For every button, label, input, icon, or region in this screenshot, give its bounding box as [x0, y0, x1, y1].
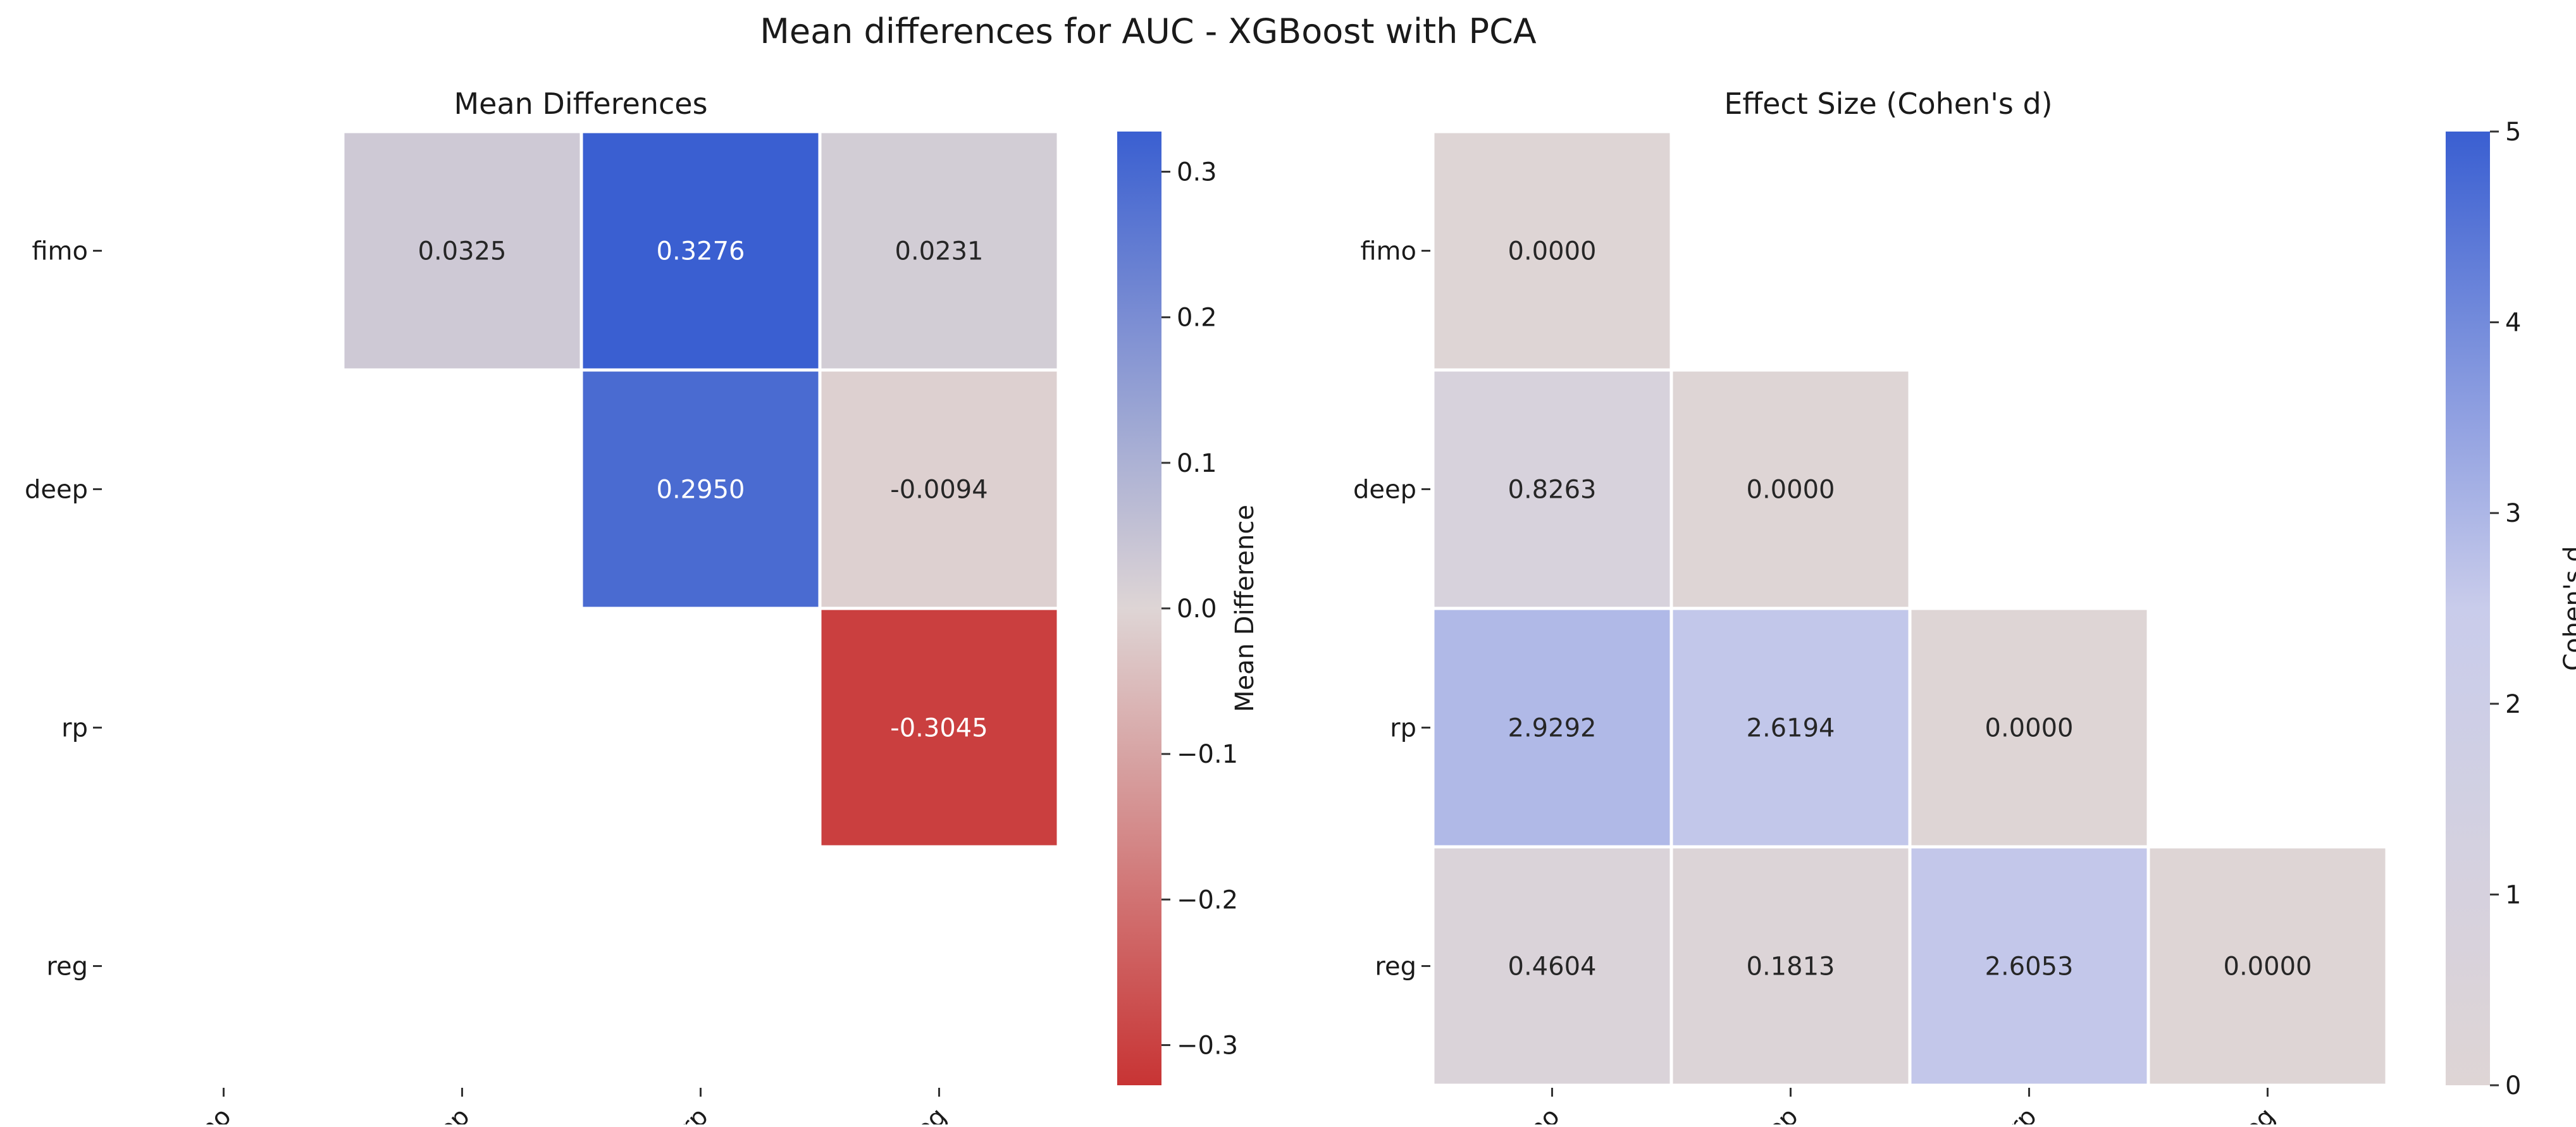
row-tick-label: rp	[61, 714, 88, 743]
col-tick-label: rp	[674, 1102, 714, 1124]
row-tick-label: deep	[1353, 476, 1416, 505]
colorbar-tick-label: −0.3	[1177, 1031, 1238, 1060]
colorbar-tick-label: −0.1	[1177, 740, 1238, 769]
colorbar-tick-label: 0.0	[1177, 594, 1217, 624]
subplot-title: Effect Size (Cohen's d)	[1724, 87, 2052, 121]
col-tick-label: fimo	[176, 1102, 237, 1124]
cell-label: 0.4604	[1508, 952, 1597, 982]
cell-label: 0.0000	[2224, 952, 2312, 982]
colorbar-tick-label: 4	[2505, 309, 2521, 338]
row-tick-label: rp	[1390, 714, 1416, 743]
cell-label: -0.3045	[890, 714, 988, 743]
heatmap-cell	[1669, 607, 1912, 849]
col-tick-label: deep	[410, 1102, 475, 1124]
cell-label: 2.6194	[1747, 714, 1835, 743]
heatmap-cell	[818, 368, 1060, 610]
heatmap-cell	[2146, 845, 2389, 1087]
heatmap-cell	[1908, 607, 2150, 849]
colorbar	[2446, 132, 2490, 1085]
row-tick-label: reg	[1375, 952, 1416, 982]
heatmap-1: Mean Differences 0.0325 0.3276 0.0231 0.2950…	[25, 87, 1260, 1127]
col-tick-label: reg	[903, 1102, 953, 1124]
colorbar-tick-label: 0	[2505, 1071, 2521, 1100]
col-tick-label: rp	[2003, 1102, 2042, 1124]
figure-title: Mean differences for AUC - XGBoost with …	[760, 11, 1537, 51]
subplot-title: Mean Differences	[454, 87, 707, 121]
heatmap-cell	[579, 130, 822, 372]
heatmap-cell	[1431, 368, 1673, 610]
colorbar-label: Mean Difference	[1230, 505, 1260, 712]
colorbar-tick-label: −0.2	[1177, 885, 1238, 915]
heatmap-cell	[818, 130, 1060, 372]
cell-label: 0.1813	[1747, 952, 1835, 982]
heatmap-cell	[1669, 368, 1912, 610]
cell-label: 0.2950	[657, 476, 745, 505]
colorbar-tick-label: 0.3	[1177, 158, 1217, 187]
cell-label: -0.0094	[890, 476, 988, 505]
cell-label: 2.9292	[1508, 714, 1597, 743]
row-tick-label: deep	[25, 476, 88, 505]
col-tick-label: deep	[1738, 1102, 1804, 1124]
heatmap-cell	[1431, 130, 1673, 372]
heatmap-cell	[1431, 845, 1673, 1087]
heatmap-cell	[1908, 845, 2150, 1087]
heatmap-2: Effect Size (Cohen's d) 0.0000 0.8263 0.000…	[1353, 87, 2576, 1127]
cell-label: 0.0325	[418, 237, 507, 266]
colorbar-tick-label: 0.1	[1177, 449, 1217, 478]
heatmap-cell	[341, 130, 583, 372]
heatmap-cell	[818, 607, 1060, 849]
row-tick-label: fimo	[1360, 237, 1416, 266]
row-tick-label: reg	[46, 952, 88, 982]
colorbar-tick-label: 0.2	[1177, 304, 1217, 333]
cell-label: 0.0000	[1747, 476, 1835, 505]
cell-label: 0.0000	[1508, 237, 1597, 266]
colorbar-tick-label: 1	[2505, 880, 2521, 909]
colorbar	[1117, 132, 1161, 1085]
colorbar-tick-label: 2	[2505, 690, 2521, 719]
cell-label: 0.3276	[657, 237, 745, 266]
colorbar-tick-label: 3	[2505, 499, 2521, 528]
colorbar-tick-label: 5	[2505, 118, 2521, 147]
cell-label: 0.8263	[1508, 476, 1597, 505]
col-tick-label: reg	[2231, 1102, 2281, 1124]
row-tick-label: fimo	[32, 237, 88, 266]
heatmap-cell	[1431, 607, 1673, 849]
cell-label: 2.6053	[1985, 952, 2074, 982]
cell-label: 0.0000	[1985, 714, 2074, 743]
heatmap-cell	[579, 368, 822, 610]
cell-label: 0.0231	[895, 237, 984, 266]
heatmap-cell	[1669, 845, 1912, 1087]
col-tick-label: fimo	[1505, 1102, 1565, 1124]
colorbar-label: Cohen's d	[2559, 546, 2576, 671]
